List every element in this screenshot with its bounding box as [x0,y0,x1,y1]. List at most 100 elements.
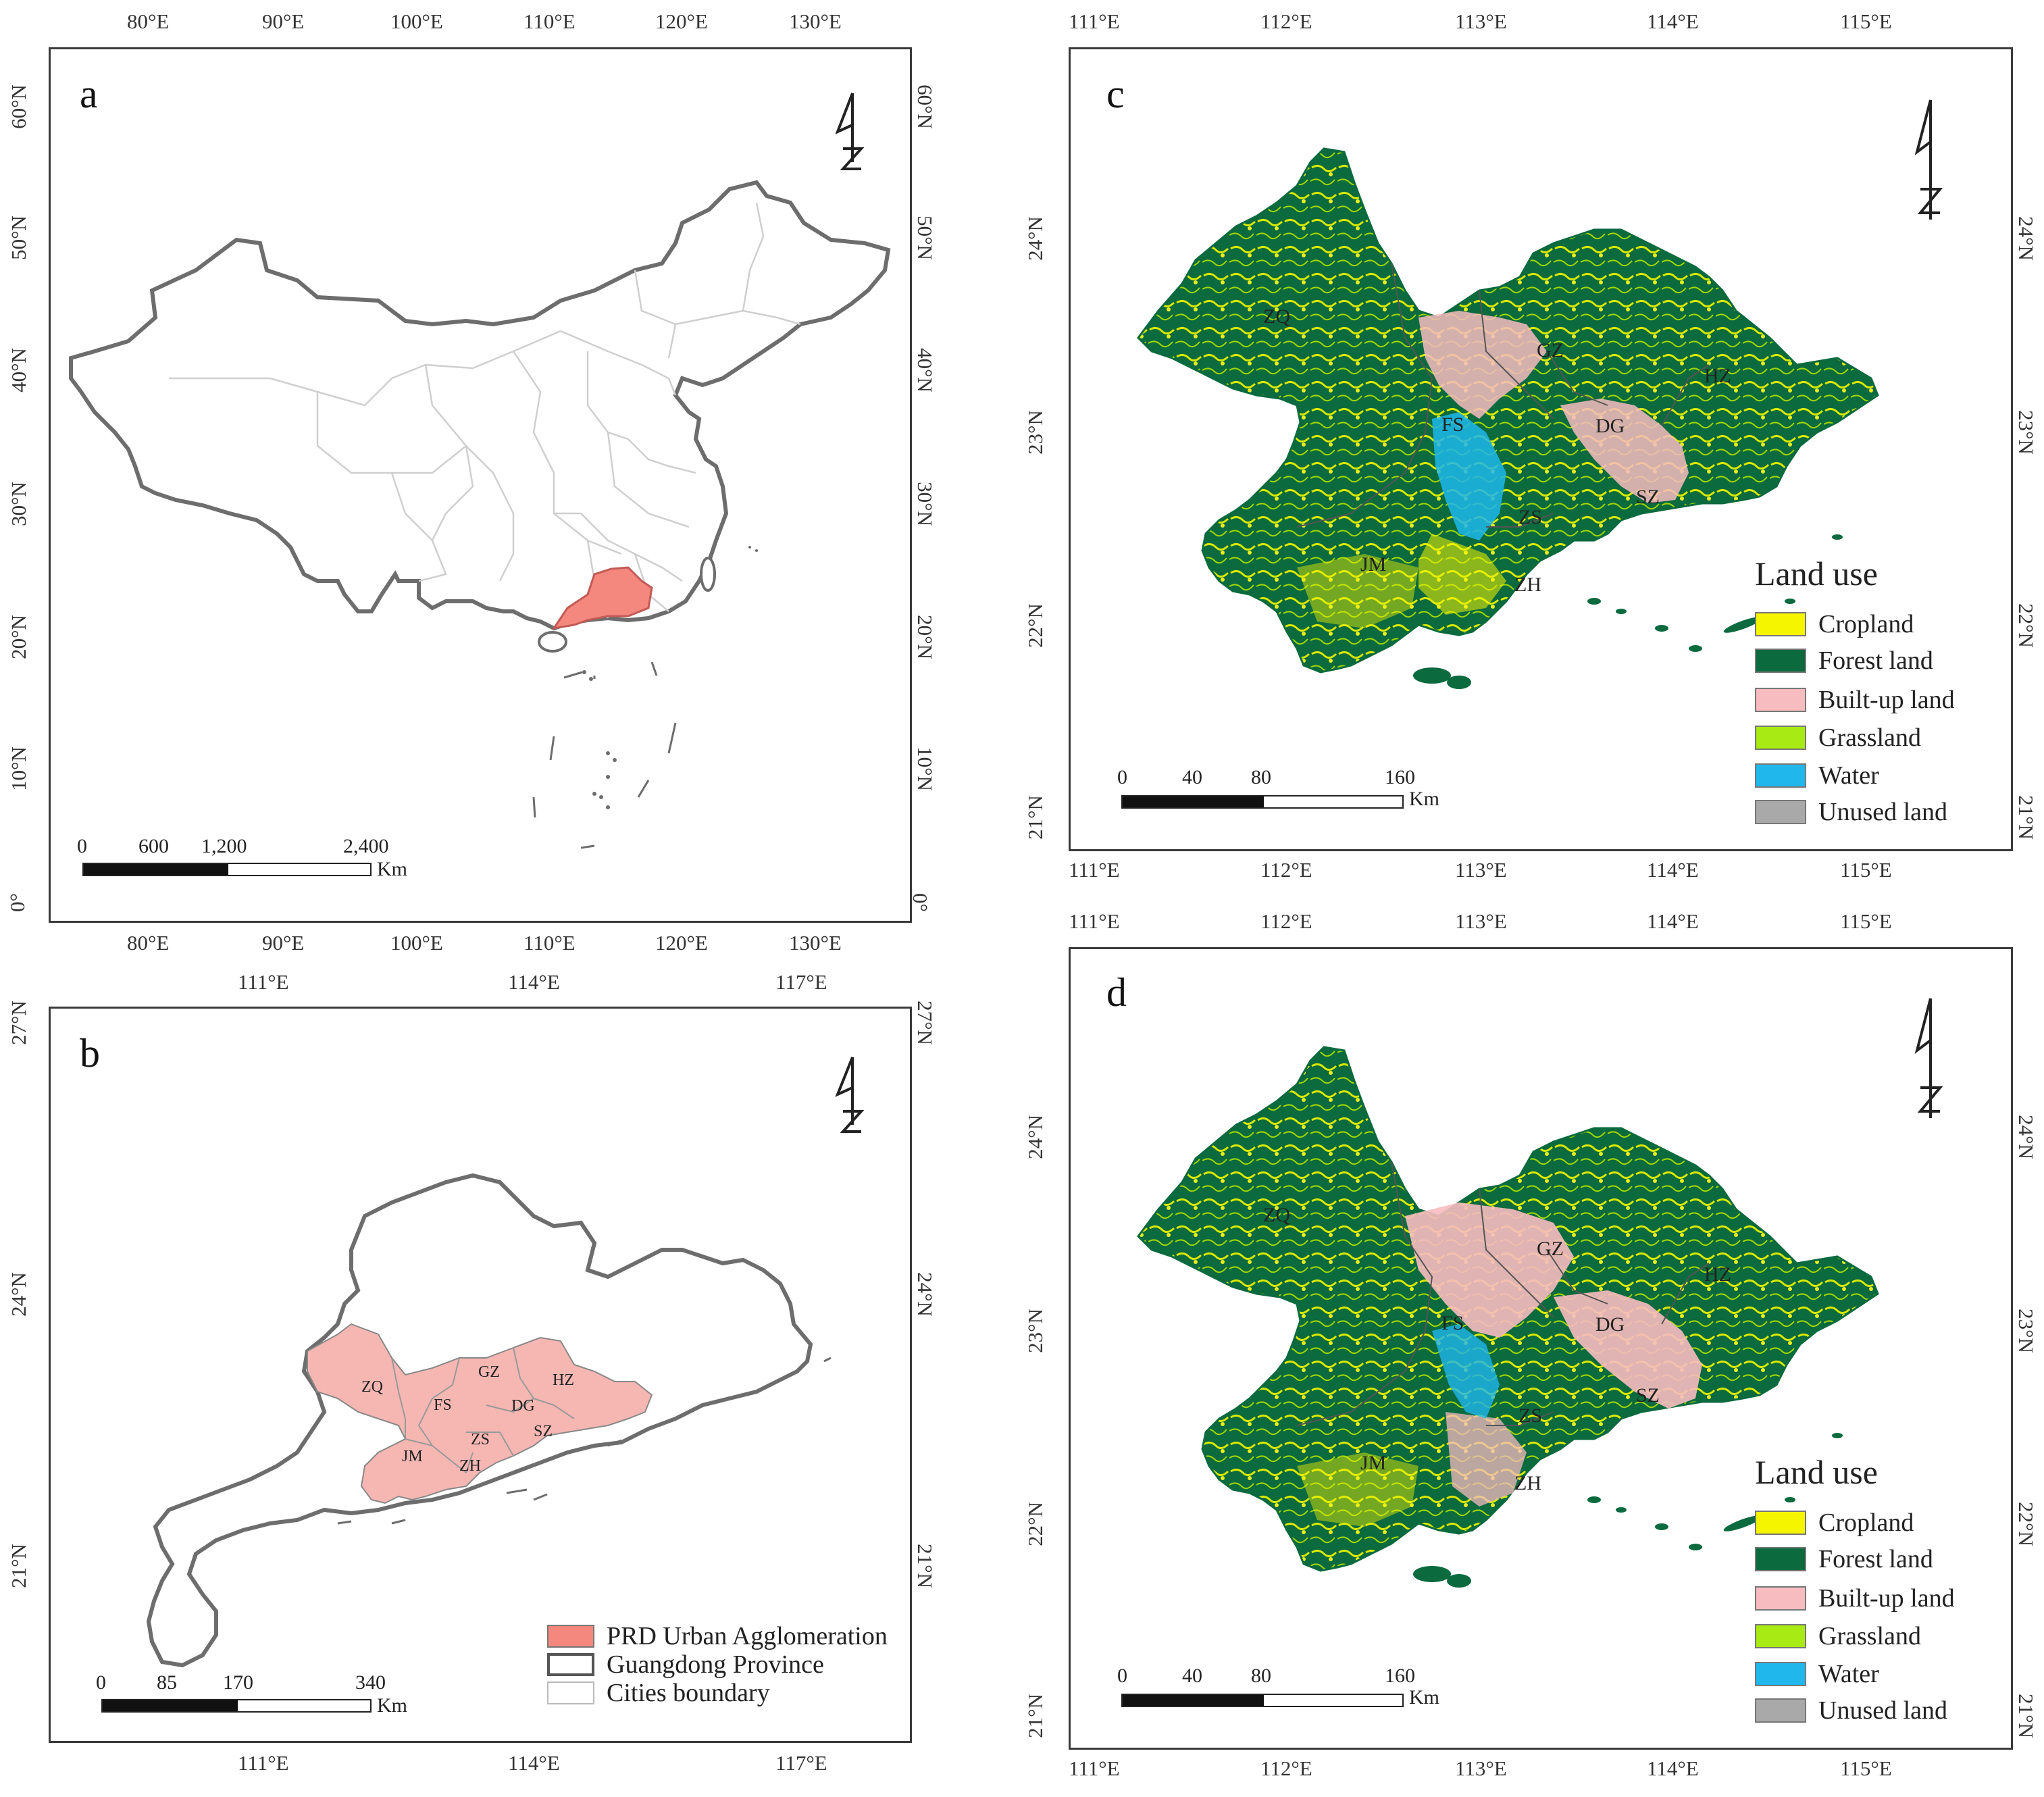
panel-b: 111°E 114°E 117°E 111°E 114°E 117°E 27°N… [0,959,937,1797]
cropland-area [1297,554,1419,628]
china-outline [69,180,891,631]
scale-unit: Km [377,858,407,880]
builtup-area [1554,1290,1702,1409]
legend-swatch [1755,612,1806,636]
legend-swatch [547,1681,594,1704]
legend-swatch [1755,1698,1806,1723]
top-tick: 110°E [523,9,576,33]
legend-label: Cities boundary [607,1679,770,1707]
legend-swatch [1755,763,1806,788]
legend-item: Cropland [1755,609,1914,639]
top-tick: 114°E [1647,9,1699,33]
legend-swatch [547,1625,594,1648]
builtup-area [1560,399,1689,503]
scale-label: 80 [1251,1665,1271,1687]
legend-item: Built-up land [1755,685,1955,715]
water-area [1432,412,1506,540]
legend-label: Forest land [1818,1545,1933,1573]
scale-label: 80 [1251,766,1271,788]
legend-item: Built-up land [1755,1584,1955,1613]
bottom-tick: 130°E [789,931,842,955]
legend-item: Grassland [1755,1621,1921,1651]
city-label: SZ [1636,1384,1660,1407]
city-label: FS [1441,1312,1464,1334]
city-label: HZ [1704,1263,1731,1286]
legend-swatch [1755,1624,1806,1648]
top-tick: 111°E [1069,9,1120,33]
land-use-map-d: ZQ GZ HZ FS DG SZ ZS JM ZH [1137,998,1943,1588]
panel-label: a [80,72,98,116]
scale-label: 170 [223,1671,253,1694]
legend-label: Grassland [1818,1622,1921,1650]
legend-item: Guangdong Province [547,1650,824,1679]
scale-label: 600 [138,835,169,857]
china-map [69,93,891,849]
north-arrow-icon [835,93,865,170]
legend-label: Water [1818,1660,1879,1688]
scale-label: 0 [1117,1665,1127,1687]
legend-item: Forest land [1755,1544,1933,1574]
prd-landmass [1137,147,1879,674]
city-boundaries [391,1347,575,1473]
city-label: ZQ [361,1378,383,1396]
north-arrow-icon [835,1057,865,1133]
legend-swatch [1755,1662,1806,1686]
city-label: SZ [1636,486,1660,508]
scale-bar [1121,795,1404,809]
city-label: SZ [534,1423,553,1440]
scale-label: 40 [1182,766,1202,788]
panel-c: 111°E 112°E 113°E 114°E 115°E 111°E 112°… [1013,0,2044,899]
city-label: GZ [1537,339,1564,361]
legend-swatch [1755,1511,1806,1535]
city-label: HZ [553,1371,574,1389]
legend-label: Unused land [1818,1696,1948,1725]
scale-label: 2,400 [343,835,389,857]
scale-bar-filled [103,1700,238,1711]
guangdong-map: ZQ GZ HZ FS DG ZS SZ JM ZH [146,1057,865,1668]
top-tick: 113°E [1455,9,1507,33]
bottom-tick: 115°E [1840,1756,1892,1780]
offshore-islands [337,1357,832,1525]
scale-label: 40 [1182,1665,1202,1687]
city-boundaries [1296,1161,1710,1426]
legend-item: PRD Urban Agglomeration [547,1621,888,1651]
top-tick: 112°E [1260,909,1312,933]
city-label: HZ [1704,365,1731,387]
city-label: FS [434,1396,452,1414]
city-label: ZH [459,1457,481,1475]
legend-item: Water [1755,761,1879,790]
scale-bar [101,1699,372,1713]
legend-swatch [1755,688,1806,712]
bottom-tick: 112°E [1260,858,1312,882]
legend-swatch [1755,800,1806,824]
top-tick: 111°E [1069,909,1120,933]
legend-title: Land use [1755,555,1878,592]
legend-label: Cropland [1818,1509,1914,1537]
scale-unit: Km [377,1694,407,1717]
city-label: ZS [471,1431,490,1448]
top-tick: 130°E [789,9,842,33]
scale-bar-filled [84,864,228,875]
bottom-tick: 114°E [508,1751,560,1775]
legend-label: Water [1818,761,1879,790]
top-tick: 115°E [1840,9,1892,33]
bottom-tick: 111°E [238,1751,289,1775]
offshore-islands [1413,534,1843,689]
legend-label: Cropland [1818,610,1914,638]
taiwan [700,557,716,592]
legend-label: PRD Urban Agglomeration [607,1622,888,1650]
city-boundaries [1296,263,1710,528]
bottom-tick: 100°E [390,931,443,955]
scale-label: 1,200 [201,835,247,857]
legend-label: Unused land [1818,798,1948,826]
cropland-area [1297,1452,1419,1527]
legend-swatch [1755,649,1806,673]
city-label: DG [511,1397,535,1415]
scale-unit: Km [1409,788,1439,810]
city-label: ZQ [1263,1204,1290,1226]
legend-item: Grassland [1755,723,1921,753]
top-tick: 120°E [655,9,708,33]
city-label: GZ [478,1363,500,1381]
top-tick: 117°E [775,970,827,994]
city-label: ZS [1518,1404,1542,1427]
